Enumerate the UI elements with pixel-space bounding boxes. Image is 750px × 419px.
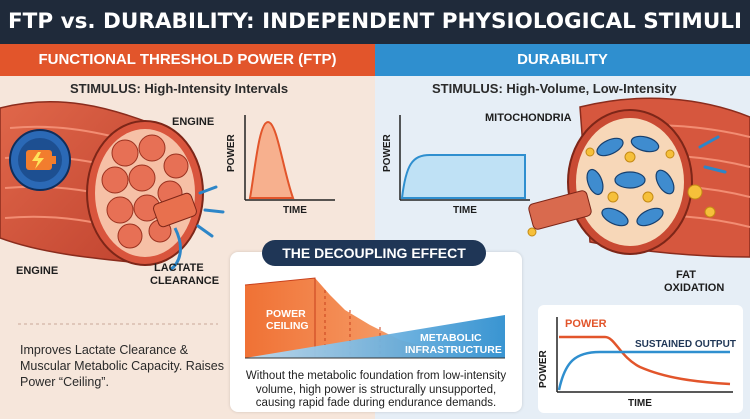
ftp-header: FUNCTIONAL THRESHOLD POWER (FTP) [0, 44, 375, 76]
durability-header: DURABILITY [375, 44, 750, 76]
durability-power-chart [399, 115, 530, 201]
ftp-chart-xlabel: TIME [283, 205, 307, 216]
sustained-xlabel: TIME [628, 398, 652, 409]
durability-chart-xlabel: TIME [453, 205, 477, 216]
decoupling-text: Without the metabolic foundation from lo… [245, 370, 507, 409]
page-title: FTP vs. DURABILITY: INDEPENDENT PHYSIOLO… [0, 0, 750, 44]
sustained-output-label: SUSTAINED OUTPUT [635, 339, 736, 350]
ftp-divider [18, 323, 218, 325]
durability-stimulus: STIMULUS: High-Volume, Low-Intensity [432, 81, 677, 96]
lactate-label-1: LACTATE [154, 262, 204, 274]
fat-label-2: OXIDATION [664, 282, 725, 294]
decoupling-diagram [244, 277, 505, 359]
ftp-muscle-illustration [0, 101, 225, 272]
engine-label-left: ENGINE [16, 265, 59, 277]
ftp-summary: Improves Lactate Clearance & Muscular Me… [20, 343, 225, 389]
mitochondria-label: MITOCHONDRIA [485, 112, 572, 124]
ftp-chart-ylabel: POWER [226, 134, 237, 172]
durability-muscle-illustration [527, 97, 750, 258]
sustained-output-chart [556, 317, 733, 393]
metabolic-infra-label-2: INFRASTRUCTURE [405, 344, 502, 356]
durability-chart-ylabel: POWER [382, 134, 393, 172]
power-ceiling-label-2: CEILING [266, 320, 309, 332]
power-ceiling-label-1: POWER [266, 308, 306, 320]
lactate-label-2: CLEARANCE [150, 275, 220, 287]
fat-label-1: FAT [676, 269, 696, 281]
sustained-ylabel: POWER [538, 350, 549, 388]
engine-label-top: ENGINE [172, 116, 215, 128]
decoupling-title: THE DECOUPLING EFFECT [262, 240, 486, 266]
ftp-stimulus: STIMULUS: High-Intensity Intervals [70, 81, 289, 96]
metabolic-infra-label-1: METABOLIC [420, 332, 482, 344]
ftp-power-chart [244, 115, 335, 201]
sustained-power-label: POWER [565, 318, 607, 330]
